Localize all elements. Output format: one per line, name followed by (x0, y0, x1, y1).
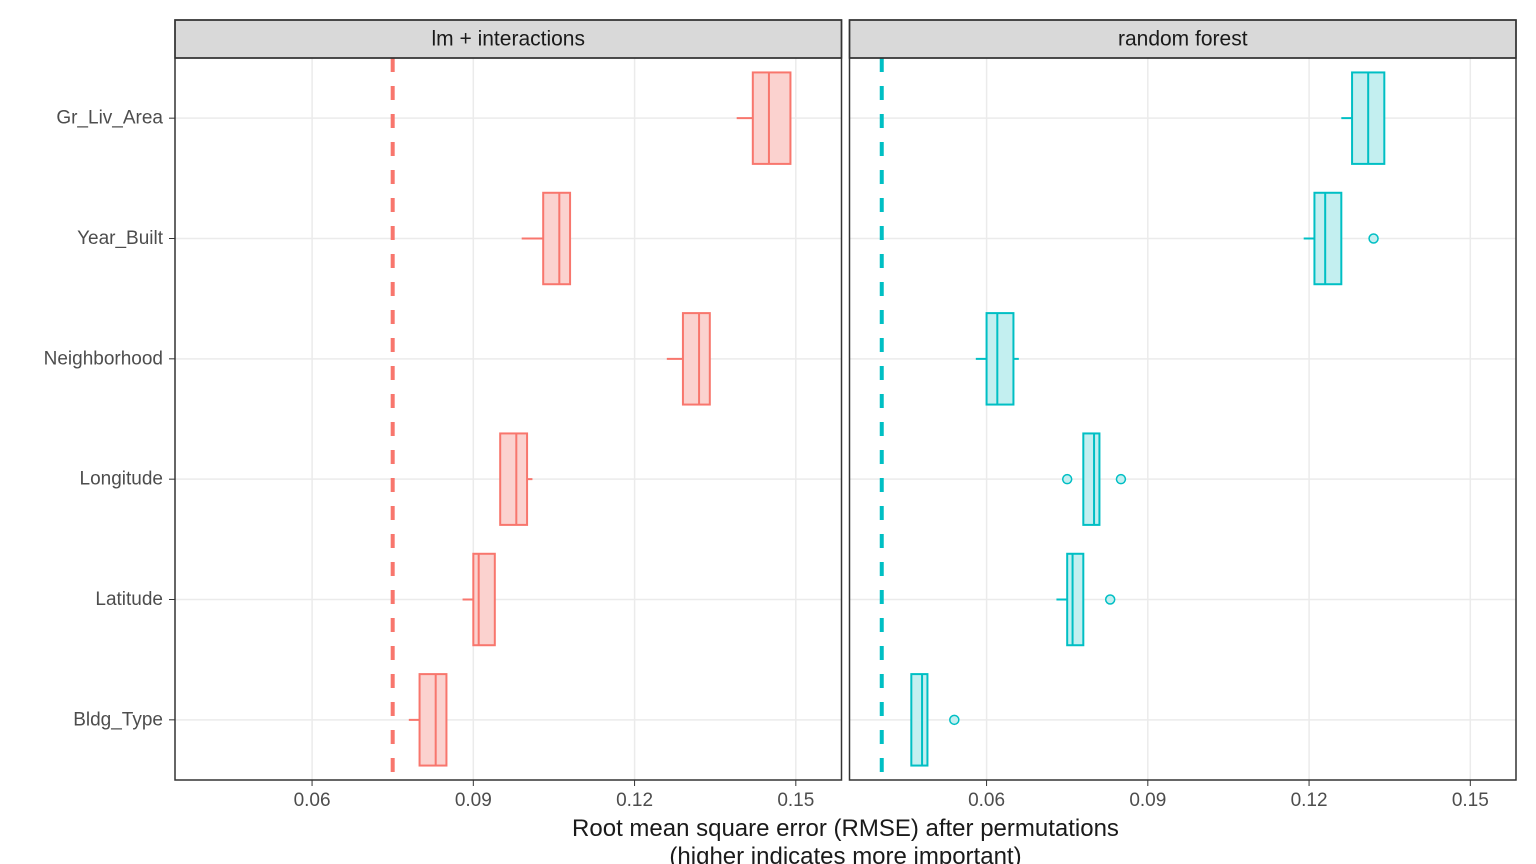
x-tick-label: 0.15 (1452, 790, 1489, 811)
box-Year_Built (543, 193, 570, 284)
x-tick-label: 0.12 (1291, 790, 1328, 811)
x-axis-title-line1: Root mean square error (RMSE) after perm… (572, 815, 1119, 842)
panel-bg-lm (175, 58, 842, 780)
x-tick-label: 0.06 (968, 790, 1005, 811)
outlier (1106, 595, 1115, 604)
box-Neighborhood (683, 313, 710, 404)
x-tick-label: 0.06 (294, 790, 331, 811)
x-tick-label: 0.09 (455, 790, 492, 811)
x-axis-title-line2: (higher indicates more important) (669, 843, 1021, 864)
outlier (1369, 234, 1378, 243)
x-tick-label: 0.15 (777, 790, 814, 811)
y-tick-label: Gr_Liv_Area (56, 108, 163, 129)
y-tick-label: Bldg_Type (73, 709, 163, 730)
box-Bldg_Type (911, 674, 927, 765)
x-tick-label: 0.12 (616, 790, 653, 811)
y-tick-label: Year_Built (77, 228, 164, 249)
panel-bg-rf (850, 58, 1517, 780)
box-Gr_Liv_Area (753, 72, 791, 163)
outlier (1116, 475, 1125, 484)
x-tick-label: 0.09 (1129, 790, 1166, 811)
outlier (1063, 475, 1072, 484)
y-tick-label: Neighborhood (44, 348, 163, 369)
box-Bldg_Type (420, 674, 447, 765)
box-Longitude (500, 433, 527, 524)
y-tick-label: Longitude (80, 469, 163, 490)
box-Latitude (473, 554, 495, 645)
y-tick-label: Latitude (95, 589, 163, 610)
box-Longitude (1083, 433, 1099, 524)
strip-title-rf: random forest (1118, 28, 1248, 51)
strip-title-lm: lm + interactions (432, 28, 585, 51)
box-Year_Built (1314, 193, 1341, 284)
boxplot-figure: lm + interactions 0.06 0.09 0.12 0.15 random … (0, 0, 1536, 864)
box-Latitude (1067, 554, 1083, 645)
outlier (950, 715, 959, 724)
box-Neighborhood (987, 313, 1014, 404)
